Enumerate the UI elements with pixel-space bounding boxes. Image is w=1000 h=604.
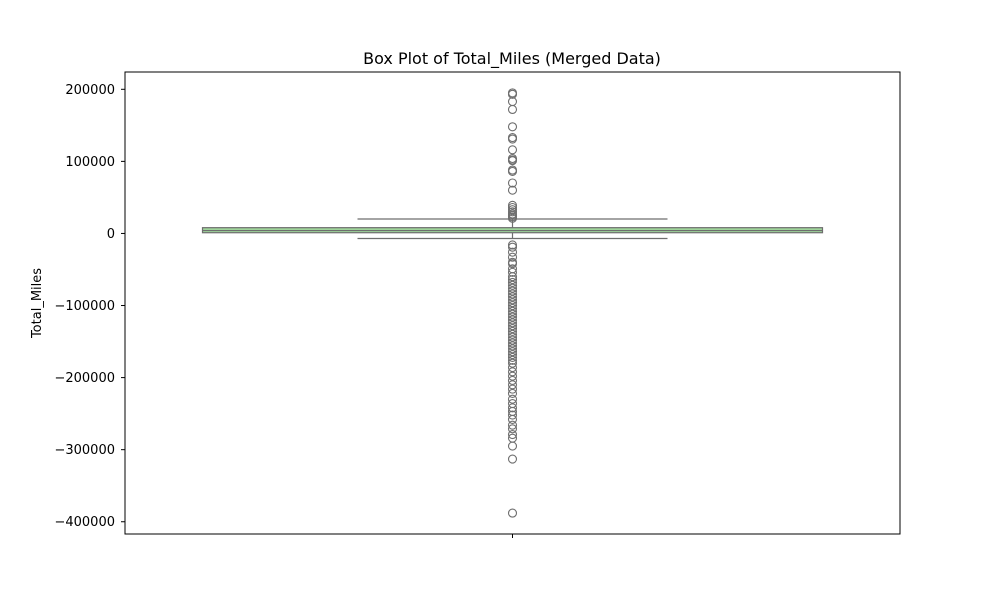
outlier-point	[507, 454, 518, 464]
outlier-point	[507, 332, 518, 342]
outlier-point	[507, 441, 518, 451]
y-tick-label: 200000	[65, 83, 115, 98]
y-tick-label: −100000	[54, 299, 115, 314]
outlier-point	[507, 355, 518, 365]
outlier-point	[507, 289, 518, 299]
chart-title: Box Plot of Total_Miles (Merged Data)	[363, 49, 661, 69]
y-tick-label: −200000	[54, 371, 115, 386]
outlier-point	[507, 371, 518, 381]
outlier-point	[507, 283, 518, 293]
outlier-point	[507, 122, 518, 132]
outlier-point	[507, 145, 518, 155]
y-tick-label: −300000	[54, 443, 115, 458]
outlier-point	[507, 312, 518, 322]
outlier-point	[507, 89, 518, 99]
outlier-point	[507, 309, 518, 319]
outlier-point	[507, 414, 518, 424]
outlier-point	[507, 134, 518, 144]
outlier-point	[507, 362, 518, 373]
outlier-point	[507, 367, 518, 377]
outlier-point	[507, 329, 518, 339]
outlier-point	[507, 388, 518, 399]
outlier-point	[507, 306, 518, 316]
outlier-point	[507, 295, 518, 305]
outlier-point	[507, 375, 518, 386]
outlier-point	[507, 185, 518, 195]
outlier-point	[507, 380, 518, 390]
outlier-point	[507, 347, 518, 357]
outlier-point	[507, 292, 518, 302]
outlier-point	[507, 508, 518, 518]
outlier-point	[507, 277, 518, 288]
y-tick-label: 0	[107, 227, 115, 242]
outlier-point	[507, 280, 518, 290]
outlier-point	[507, 349, 518, 360]
outlier-point	[507, 424, 518, 434]
outlier-point	[507, 326, 518, 337]
outlier-point	[507, 247, 518, 257]
outlier-point	[507, 303, 518, 313]
outlier-point	[507, 420, 518, 430]
outlier-point	[507, 300, 518, 311]
outlier-point	[507, 318, 518, 328]
outlier-points	[507, 88, 518, 518]
outlier-point	[507, 252, 518, 262]
y-tick-label: −400000	[54, 515, 115, 530]
outlier-point	[507, 166, 518, 177]
outlier-point	[507, 344, 518, 354]
outlier-point	[507, 315, 518, 325]
outlier-point	[507, 429, 518, 440]
outlier-point	[507, 275, 518, 285]
box-group	[201, 218, 824, 240]
outlier-point	[507, 394, 518, 404]
y-tick-label: 100000	[65, 155, 115, 170]
outlier-point	[507, 352, 518, 362]
y-axis-ticks: 200000 100000 0 −100000 −200000 −300000 −40000…	[54, 83, 125, 530]
outlier-point	[507, 267, 518, 277]
outlier-point	[507, 178, 518, 188]
outlier-point	[507, 298, 518, 308]
y-axis-label: Total_Miles	[30, 268, 45, 339]
outlier-point	[507, 272, 518, 282]
outlier-point	[507, 384, 518, 394]
plot-area-frame	[124, 71, 901, 535]
outlier-point	[507, 156, 518, 166]
outlier-point	[507, 321, 518, 331]
outlier-point	[507, 286, 518, 296]
outlier-point	[507, 358, 518, 368]
outlier-point	[507, 324, 518, 334]
outlier-point	[507, 259, 518, 269]
outlier-point	[507, 403, 518, 413]
outlier-point	[507, 104, 518, 115]
outlier-point	[507, 335, 518, 345]
outlier-point	[507, 341, 518, 351]
outlier-point	[507, 213, 518, 223]
outlier-point	[507, 338, 518, 348]
outlier-point	[507, 242, 518, 252]
outlier-point	[507, 410, 518, 420]
